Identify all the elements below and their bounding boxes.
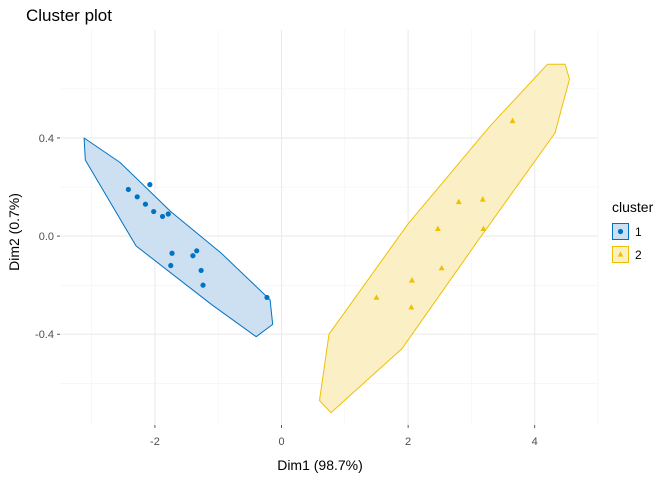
- cluster-ellipses: [83, 63, 570, 414]
- cluster-1-point: [151, 208, 157, 215]
- legend-item-cluster-1: 1: [612, 220, 653, 243]
- cluster-2-point: [373, 294, 380, 300]
- cluster-1-point: [194, 248, 200, 254]
- cluster-1-point: [168, 262, 174, 269]
- x-axis-label: Dim1 (98.7%): [277, 457, 363, 473]
- y-tick-label: 0.0: [39, 231, 54, 243]
- cluster-1-point: [190, 253, 196, 259]
- cluster-1-point: [264, 294, 270, 301]
- x-tick-label: 4: [532, 436, 538, 448]
- cluster-1-point: [159, 213, 166, 220]
- data-points: [125, 117, 516, 310]
- cluster-2-point: [434, 225, 441, 232]
- cluster-1-point: [198, 267, 204, 274]
- cluster-2-point: [479, 196, 486, 202]
- legend-label-cluster-2: 2: [635, 247, 642, 262]
- cluster-2-point: [408, 304, 415, 310]
- x-tick-label: 0: [278, 436, 284, 448]
- legend: cluster 1 2: [612, 199, 653, 266]
- x-tick-label: 2: [405, 436, 411, 448]
- legend-key-cluster-2: [612, 246, 629, 263]
- legend-key-cluster-1: [612, 223, 629, 240]
- cluster-2-point: [509, 117, 516, 124]
- cluster-1-point: [165, 211, 171, 217]
- cluster-2-point: [438, 264, 445, 271]
- y-tick-label: -0.4: [35, 329, 54, 341]
- legend-title: cluster: [612, 199, 654, 215]
- cluster-1-point: [142, 201, 149, 207]
- cluster-2-ellipse: [319, 63, 570, 414]
- cluster-2-point: [480, 225, 487, 232]
- legend-item-cluster-2: 2: [612, 243, 653, 266]
- cluster-2-point: [455, 198, 462, 205]
- cluster-1-point: [134, 194, 140, 200]
- x-tick-label: -2: [150, 436, 160, 448]
- cluster-1-point: [125, 186, 131, 193]
- cluster-2-point: [408, 277, 415, 283]
- cluster-1-point: [200, 282, 206, 288]
- cluster-1-point: [147, 181, 153, 188]
- cluster-1-point: [169, 250, 175, 256]
- cluster-1-ellipse: [83, 137, 274, 338]
- y-axis-label: Dim2 (0.7%): [6, 193, 22, 271]
- y-axis-ticks: -0.4 0.0 0.4: [35, 133, 60, 341]
- y-tick-label: 0.4: [39, 133, 54, 145]
- chart-title: Cluster plot: [26, 6, 112, 25]
- x-axis-ticks: -2 0 2 4: [150, 425, 538, 448]
- legend-label-cluster-1: 1: [635, 224, 642, 239]
